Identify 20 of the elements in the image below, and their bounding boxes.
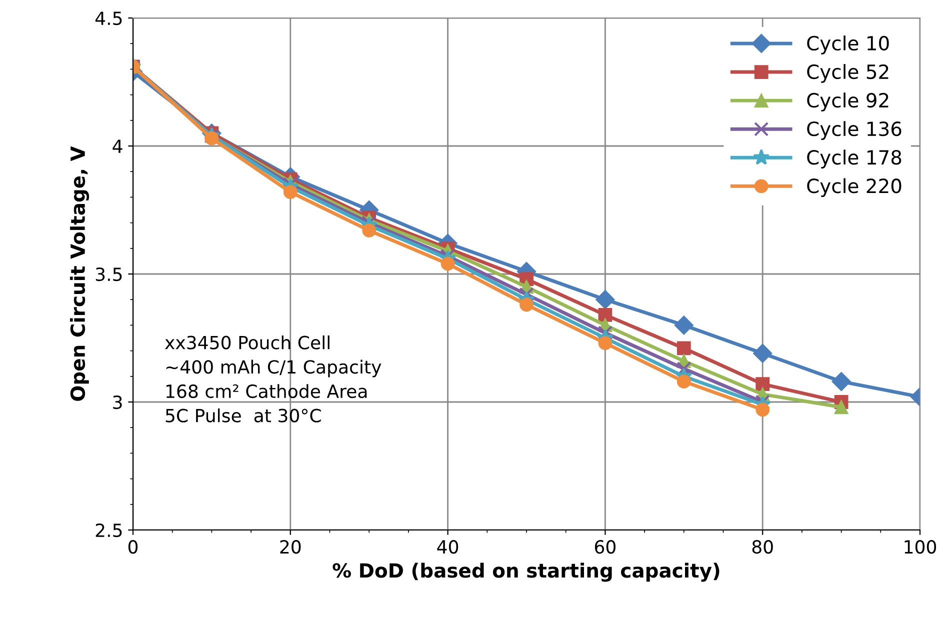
x-tick-label: 80: [752, 540, 773, 554]
x-tick-label: 60: [594, 540, 616, 554]
y-tick-label: 3.5: [96, 267, 122, 282]
legend-label: Cycle 10: [807, 36, 889, 54]
x-tick-label: 0: [128, 540, 138, 554]
y-tick-label: 4: [112, 140, 122, 153]
x-tick-label: 20: [280, 540, 301, 554]
x-tick-label: 100: [904, 540, 936, 554]
legend-label: Cycle 52: [807, 64, 888, 83]
x-tick-label: 40: [437, 540, 458, 554]
legend-label: Cycle 136: [807, 121, 902, 140]
y-axis-title: Open Circuit Voltage, V: [70, 146, 90, 401]
legend-label: Cycle 220: [807, 178, 902, 198]
legend-label: Cycle 178: [807, 150, 902, 168]
y-tick-label: 4.5: [95, 12, 122, 26]
y-tick-label: 3: [113, 395, 122, 410]
y-tick-label: 2.5: [96, 523, 122, 538]
legend-label: Cycle 92: [807, 92, 888, 112]
annotation: xx3450 Pouch Cell ~400 mAh C/1 Capacity 168 cm² Cathode Area 5C Pulse at 30°C: [165, 335, 382, 422]
x-axis-title: % DoD (based on starting capacity): [332, 562, 720, 582]
